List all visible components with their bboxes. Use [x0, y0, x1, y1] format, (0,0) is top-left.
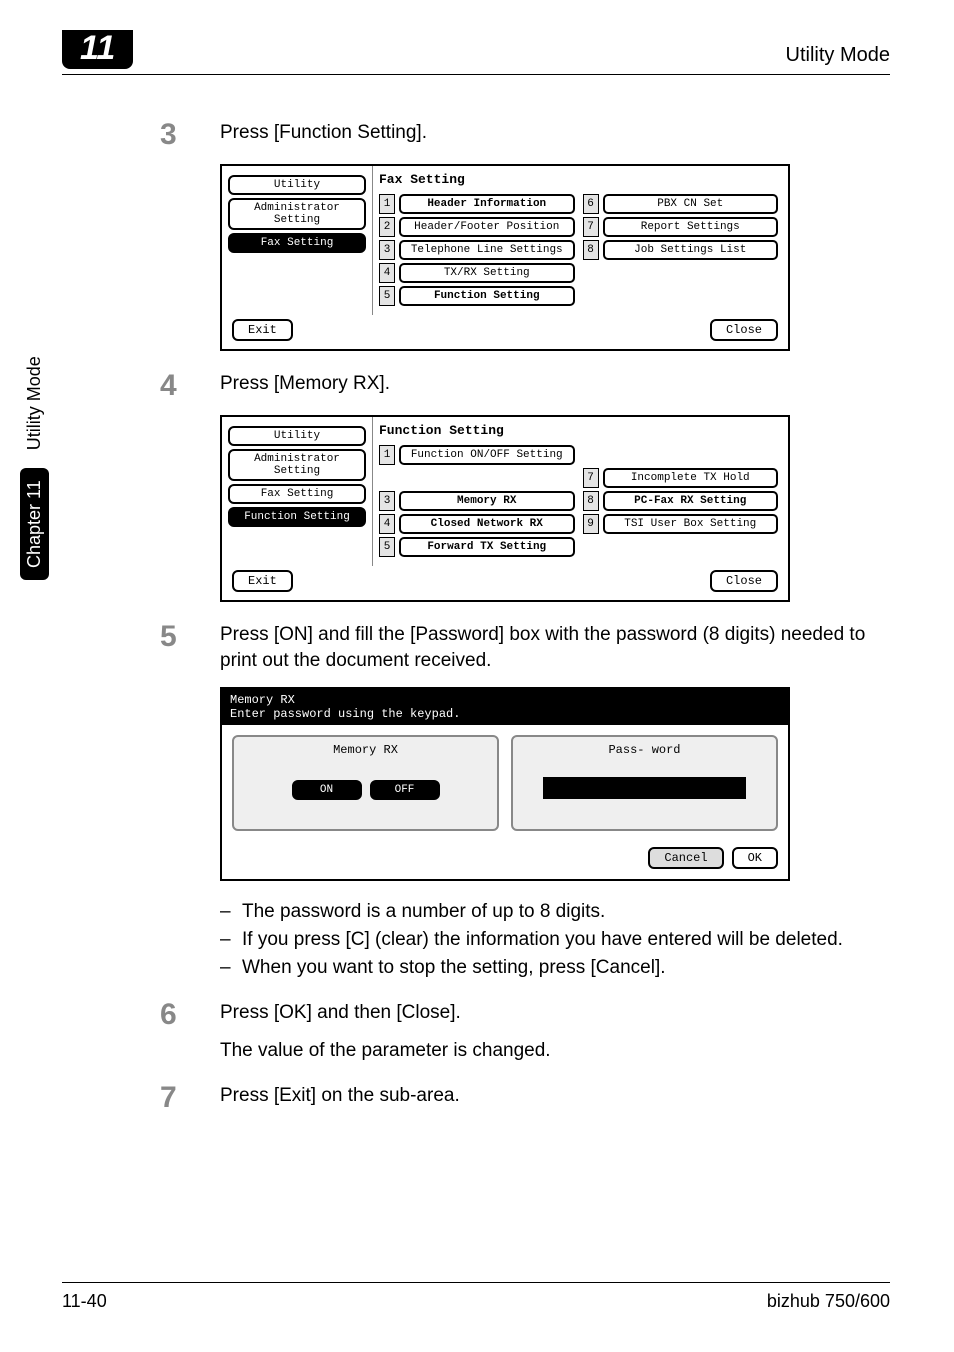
step-7-num: 7 — [160, 1083, 220, 1113]
num-2: 2 — [379, 217, 395, 237]
job-settings-list-btn[interactable]: Job Settings List — [603, 240, 779, 260]
step-6: 6 Press [OK] and then [Close]. The value… — [160, 1000, 890, 1063]
num-7: 7 — [583, 217, 599, 237]
memory-rx-panel: Memory RX ON OFF — [232, 735, 499, 831]
memory-rx-btn[interactable]: Memory RX — [399, 491, 575, 511]
close-btn-2[interactable]: Close — [710, 570, 778, 592]
num-6: 6 — [583, 194, 599, 214]
memory-rx-label: Memory RX — [240, 743, 491, 757]
admin-setting-btn-2[interactable]: Administrator Setting — [228, 449, 366, 481]
close-btn[interactable]: Close — [710, 319, 778, 341]
screenshot-function-setting: Utility Administrator Setting Fax Settin… — [220, 415, 790, 602]
content: 3 Press [Function Setting]. Utility Admi… — [160, 100, 890, 1113]
num-8: 8 — [583, 240, 599, 260]
utility-btn[interactable]: Utility — [228, 175, 366, 195]
num-3: 3 — [379, 240, 395, 260]
forward-tx-setting-btn[interactable]: Forward TX Setting — [399, 537, 575, 557]
screenshot-memory-rx: Memory RX Enter password using the keypa… — [220, 687, 790, 881]
report-settings-btn[interactable]: Report Settings — [603, 217, 779, 237]
step-4: 4 Press [Memory RX]. — [160, 371, 890, 401]
num-4b: 4 — [379, 514, 395, 534]
num-3b: 3 — [379, 491, 395, 511]
memory-rx-head-1: Memory RX — [230, 693, 780, 707]
step-7: 7 Press [Exit] on the sub-area. — [160, 1083, 890, 1113]
footer-page-num: 11-40 — [62, 1291, 107, 1312]
step-6-sub: The value of the parameter is changed. — [220, 1038, 890, 1064]
bullet-3: When you want to stop the setting, press… — [220, 955, 890, 981]
function-setting-btn[interactable]: Function Setting — [399, 286, 575, 306]
pc-fax-rx-setting-btn[interactable]: PC-Fax RX Setting — [603, 491, 779, 511]
admin-setting-btn[interactable]: Administrator Setting — [228, 198, 366, 230]
step-3: 3 Press [Function Setting]. — [160, 120, 890, 150]
num-1b: 1 — [379, 445, 395, 465]
pbx-cn-set-btn[interactable]: PBX CN Set — [603, 194, 779, 214]
step-6-text: Press [OK] and then [Close]. — [220, 1000, 890, 1026]
screenshot-fax-setting: Utility Administrator Setting Fax Settin… — [220, 164, 790, 351]
off-btn[interactable]: OFF — [370, 780, 440, 800]
exit-btn[interactable]: Exit — [232, 319, 293, 341]
side-tab: Chapter 11 Utility Mode — [20, 356, 49, 580]
step-5: 5 Press [ON] and fill the [Password] box… — [160, 622, 890, 673]
utility-btn-2[interactable]: Utility — [228, 426, 366, 446]
fax-setting-title: Fax Setting — [379, 172, 778, 187]
step-3-num: 3 — [160, 120, 220, 150]
fax-setting-btn[interactable]: Fax Setting — [228, 233, 366, 253]
step-5-num: 5 — [160, 622, 220, 673]
step-3-text: Press [Function Setting]. — [220, 120, 890, 150]
step-5-text: Press [ON] and fill the [Password] box w… — [220, 622, 890, 673]
txrx-setting-btn[interactable]: TX/RX Setting — [399, 263, 575, 283]
password-panel: Pass- word — [511, 735, 778, 831]
num-5: 5 — [379, 286, 395, 306]
function-setting-btn-2[interactable]: Function Setting — [228, 507, 366, 527]
closed-network-rx-btn[interactable]: Closed Network RX — [399, 514, 575, 534]
step-4-num: 4 — [160, 371, 220, 401]
num-7b: 7 — [583, 468, 599, 488]
num-1: 1 — [379, 194, 395, 214]
tsi-user-box-setting-btn[interactable]: TSI User Box Setting — [603, 514, 779, 534]
fax-setting-btn-2[interactable]: Fax Setting — [228, 484, 366, 504]
step-7-text: Press [Exit] on the sub-area. — [220, 1083, 890, 1113]
side-label: Utility Mode — [24, 356, 45, 450]
step-5-bullets: The password is a number of up to 8 digi… — [220, 899, 890, 980]
password-label: Pass- word — [519, 743, 770, 757]
bullet-1: The password is a number of up to 8 digi… — [220, 899, 890, 925]
function-onoff-btn[interactable]: Function ON/OFF Setting — [399, 445, 575, 465]
side-chapter: Chapter 11 — [20, 468, 49, 580]
header-rule — [62, 74, 890, 75]
memory-rx-head-2: Enter password using the keypad. — [230, 707, 780, 721]
password-field[interactable] — [543, 777, 746, 799]
memory-rx-header: Memory RX Enter password using the keypa… — [222, 689, 788, 725]
cancel-btn[interactable]: Cancel — [648, 847, 723, 869]
num-8b: 8 — [583, 491, 599, 511]
num-5b: 5 — [379, 537, 395, 557]
header-information-btn[interactable]: Header Information — [399, 194, 575, 214]
step-4-text: Press [Memory RX]. — [220, 371, 890, 401]
incomplete-tx-hold-btn[interactable]: Incomplete TX Hold — [603, 468, 779, 488]
ok-btn[interactable]: OK — [732, 847, 778, 869]
footer-model: bizhub 750/600 — [767, 1291, 890, 1312]
on-btn[interactable]: ON — [292, 780, 362, 800]
page-footer: 11-40 bizhub 750/600 — [62, 1282, 890, 1312]
bullet-2: If you press [C] (clear) the information… — [220, 927, 890, 953]
exit-btn-2[interactable]: Exit — [232, 570, 293, 592]
telephone-line-settings-btn[interactable]: Telephone Line Settings — [399, 240, 575, 260]
header-footer-position-btn[interactable]: Header/Footer Position — [399, 217, 575, 237]
function-setting-title: Function Setting — [379, 423, 778, 438]
num-4: 4 — [379, 263, 395, 283]
num-9b: 9 — [583, 514, 599, 534]
step-6-num: 6 — [160, 1000, 220, 1063]
chapter-tab: 11 — [62, 30, 133, 69]
header-title: Utility Mode — [786, 44, 890, 67]
